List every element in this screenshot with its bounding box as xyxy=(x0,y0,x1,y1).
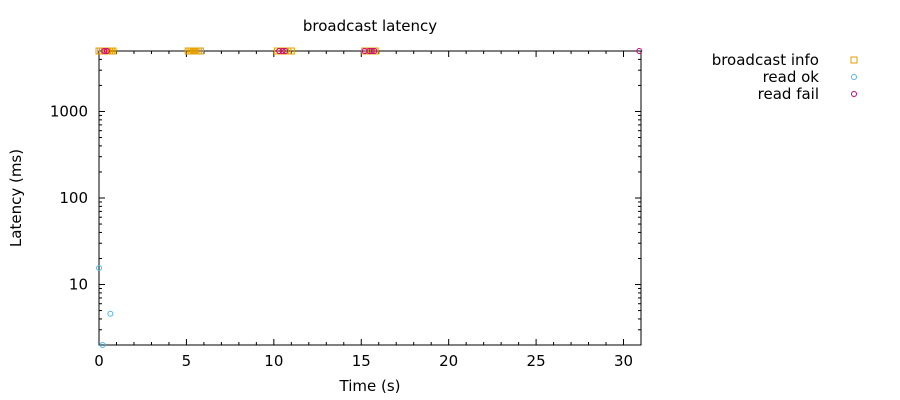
point-read-fail xyxy=(368,48,375,54)
x-tick-label: 10 xyxy=(264,352,283,370)
point-read-ok xyxy=(99,342,106,348)
legend-marker-broadcast-info xyxy=(850,56,858,64)
y-tick-label: 1000 xyxy=(50,102,88,120)
y-tick-label: 10 xyxy=(69,276,88,294)
x-tick-label: 30 xyxy=(614,352,633,370)
x-tick-label: 20 xyxy=(439,352,458,370)
point-read-fail xyxy=(361,48,368,54)
axis-ticks: 0 5 10 15 20 25 30 10 100 1000 xyxy=(50,51,642,370)
data-points xyxy=(95,47,643,348)
point-read-fail xyxy=(282,48,289,54)
x-tick-label: 25 xyxy=(527,352,546,370)
point-read-fail xyxy=(636,48,643,54)
point-broadcast-info xyxy=(196,47,204,55)
point-read-fail xyxy=(371,48,378,54)
legend-marker-read-ok xyxy=(851,74,857,80)
x-tick-label: 5 xyxy=(182,352,192,370)
point-broadcast-info xyxy=(109,47,117,55)
x-tick-label: 15 xyxy=(352,352,371,370)
y-axis-label: Latency (ms) xyxy=(7,149,25,247)
point-read-fail xyxy=(279,48,286,54)
point-read-fail xyxy=(103,48,110,54)
point-read-ok xyxy=(96,265,102,272)
legend-marker-read-fail xyxy=(851,91,857,97)
plot-frame xyxy=(98,50,642,346)
point-read-ok xyxy=(107,310,114,317)
point-broadcast-info xyxy=(287,47,295,55)
x-tick-label: 0 xyxy=(94,352,104,370)
legend-label-read-fail: read fail xyxy=(758,85,819,103)
chart-title: broadcast latency xyxy=(303,17,437,35)
legend-label-broadcast-info: broadcast info xyxy=(712,51,819,69)
plot-area xyxy=(98,50,642,346)
point-read-fail xyxy=(276,48,283,54)
y-tick-label: 100 xyxy=(59,189,88,207)
legend-label-read-ok: read ok xyxy=(763,68,820,86)
point-read-fail xyxy=(101,48,108,54)
x-axis-label: Time (s) xyxy=(339,377,401,395)
